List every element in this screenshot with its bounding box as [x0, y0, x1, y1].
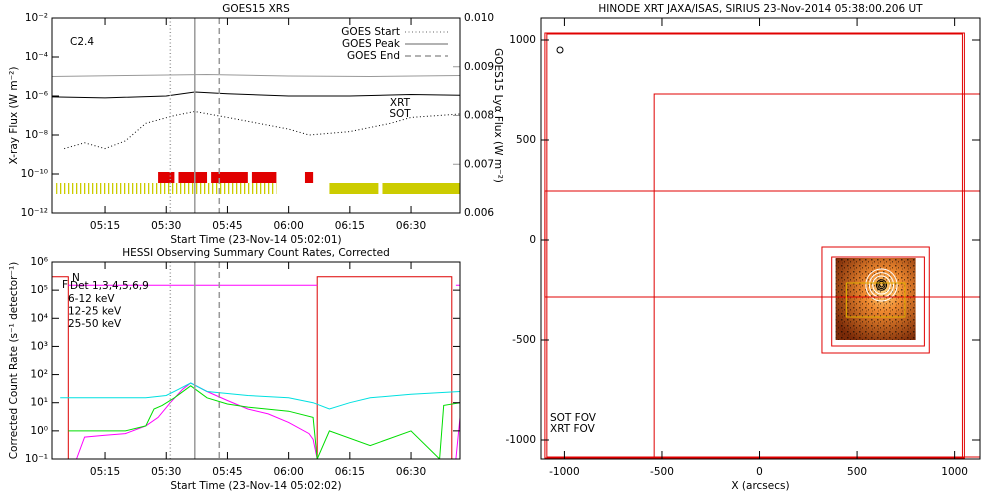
y2-tick-label: 0.010 — [464, 12, 494, 24]
fov-box — [653, 93, 980, 458]
chart-title: HINODE XRT JAXA/ISAS, SIRIUS 23-Nov-2014… — [598, 3, 923, 15]
series-line — [52, 73, 460, 78]
series-line — [52, 91, 460, 99]
plot-frame — [540, 17, 981, 460]
annotation: C2.4 — [70, 36, 94, 48]
fov-box — [544, 190, 980, 298]
y-axis-label: Corrected Count Rate (s⁻¹ detector⁻¹) — [8, 262, 20, 460]
y-tick-label: 1000 — [509, 34, 536, 46]
fov-box — [821, 246, 930, 354]
observation-interval — [251, 172, 277, 183]
y-tick-label: 10² — [30, 369, 48, 381]
legend-label: GOES Peak — [342, 38, 401, 50]
y2-tick-label: 0.008 — [464, 110, 494, 122]
y-tick-label: 10⁻² — [25, 12, 48, 24]
legend-label: GOES Start — [341, 26, 400, 38]
flag-label: N — [72, 272, 80, 284]
legend-label: 12-25 keV — [68, 306, 122, 318]
y-tick-label: 500 — [516, 134, 536, 146]
x-tick-label: 06:30 — [396, 466, 426, 478]
x-tick-label: 06:15 — [335, 466, 365, 478]
flag-label: F — [62, 279, 68, 291]
observation-interval — [158, 172, 175, 183]
y-tick-label: -1000 — [505, 434, 536, 446]
x-tick-label: -500 — [650, 466, 674, 478]
y-tick-label: 10⁻¹⁰ — [21, 168, 48, 180]
y-tick-label: 10⁻¹² — [21, 207, 48, 219]
series-line — [60, 382, 460, 410]
observation-interval — [56, 183, 277, 194]
y-tick-label: 10³ — [30, 340, 48, 352]
contour — [875, 279, 888, 291]
y-tick-label: -500 — [512, 334, 536, 346]
legend-label: 25-50 keV — [68, 318, 122, 330]
series-line — [68, 382, 460, 459]
observation-interval — [178, 172, 208, 183]
y-tick-label: 10¹ — [30, 397, 48, 409]
contour — [872, 275, 891, 295]
x-tick-label: 05:45 — [212, 466, 242, 478]
fov-label: SOT FOV — [550, 412, 597, 424]
x-tick-label: 05:15 — [90, 466, 120, 478]
legend-label: 6-12 keV — [68, 293, 115, 305]
fov-box — [845, 282, 906, 318]
x-tick-label: 05:15 — [90, 220, 120, 232]
observation-label: XRT — [390, 97, 411, 109]
legend-label: GOES End — [347, 50, 400, 62]
chart-title: GOES15 XRS — [222, 3, 290, 15]
observation-interval — [382, 183, 460, 194]
x-tick-label: 06:00 — [274, 466, 304, 478]
series-line — [68, 385, 460, 459]
x-tick-label: 0 — [756, 466, 763, 478]
y-tick-label: 10⁵ — [30, 284, 48, 296]
y-tick-label: 10⁻¹ — [25, 453, 48, 465]
x-axis-label: Start Time (23-Nov-14 05:02:01) — [170, 234, 341, 246]
solar-image — [835, 258, 916, 340]
y2-tick-label: 0.009 — [464, 61, 494, 73]
observation-label: SOT — [389, 108, 411, 120]
series-line — [64, 110, 460, 150]
x-tick-label: -1000 — [549, 466, 580, 478]
y2-tick-label: 0.006 — [464, 207, 494, 219]
x-tick-label: 1000 — [941, 466, 968, 478]
y-tick-label: 10⁻⁴ — [25, 51, 48, 63]
x-tick-label: 06:00 — [274, 220, 304, 232]
fov-label: XRT FOV — [550, 423, 596, 435]
plot-area — [52, 276, 460, 459]
x-tick-label: 05:30 — [151, 220, 181, 232]
x-axis-label: Start Time (23-Nov-14 05:02:02) — [170, 480, 341, 492]
flag-line — [52, 276, 453, 459]
y-tick-label: 10⁰ — [30, 425, 48, 437]
plot-frame — [51, 17, 461, 214]
chart-title: HESSI Observing Summary Count Rates, Cor… — [122, 247, 390, 259]
x-tick-label: 500 — [847, 466, 867, 478]
y-tick-label: 10⁻⁶ — [25, 90, 48, 102]
x-tick-label: 06:30 — [396, 220, 426, 232]
plot-area — [52, 73, 460, 194]
x-tick-label: 05:30 — [151, 466, 181, 478]
y-tick-label: 10⁴ — [30, 312, 48, 324]
annotation: Det 1,3,4,5,6,9 — [70, 280, 149, 292]
y2-tick-label: 0.007 — [464, 158, 494, 170]
observation-interval — [304, 172, 314, 183]
plot-frame — [51, 261, 461, 460]
observation-interval — [211, 172, 248, 183]
y-axis-label: X-ray Flux (W m⁻²) — [8, 67, 20, 165]
y-tick-label: 10⁶ — [30, 256, 48, 268]
contour — [877, 280, 886, 290]
fov-box — [831, 256, 925, 347]
x-tick-label: 05:45 — [212, 220, 242, 232]
plot-area — [544, 32, 980, 459]
disk-marker — [556, 46, 564, 54]
fov-box — [546, 33, 963, 458]
x-axis-label: X (arcsecs) — [731, 480, 789, 492]
fov-box — [544, 32, 965, 459]
x-tick-label: 06:15 — [335, 220, 365, 232]
y-tick-label: 10⁻⁸ — [25, 129, 48, 141]
observation-interval — [329, 183, 379, 194]
contour — [865, 268, 898, 302]
y-tick-label: 0 — [529, 234, 536, 246]
y2-axis-label: GOES15 Lyα Flux (W m⁻²) — [492, 48, 504, 183]
